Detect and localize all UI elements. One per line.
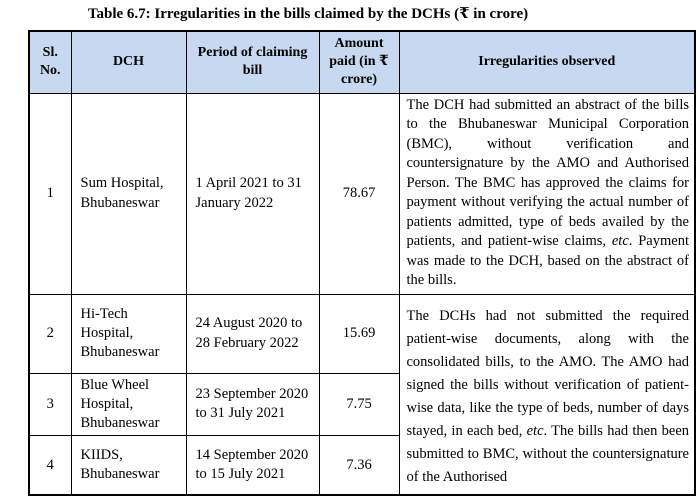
cell-sl-4: 4	[28, 434, 72, 496]
table-row-4: 4 KIIDS, Bhubaneswar 14 September 2020 t…	[28, 434, 695, 496]
cell-dch-1: Sum Hospital, Bhubaneswar	[70, 92, 187, 295]
cell-dch-2: Hi-Tech Hospital, Bhubaneswar	[70, 293, 187, 374]
col-header-irregularities: Irregularities observed	[398, 30, 696, 94]
table-row-3: 3 Blue Wheel Hospital, Bhubaneswar 23 Se…	[28, 372, 695, 436]
table-title: Table 6.7: Irregularities in the bills c…	[87, 6, 529, 22]
cell-amount-1: 78.67	[318, 92, 400, 295]
cell-sl-2: 2	[28, 293, 72, 374]
col-header-sl-no: Sl. No.	[28, 30, 72, 94]
cell-dch-3: Blue Wheel Hospital, Bhubaneswar	[70, 372, 187, 436]
table-row-2: 2 Hi-Tech Hospital, Bhubaneswar 24 Augus…	[28, 293, 696, 496]
cell-period-2: 24 August 2020 to 28 February 2022	[185, 293, 320, 374]
col-header-amount: Amount paid (in ₹ crore)	[318, 30, 400, 94]
cell-amount-4: 7.36	[318, 434, 400, 496]
cell-period-4: 14 September 2020 to 15 July 2021	[185, 434, 320, 496]
cell-amount-2: 15.69	[318, 293, 400, 374]
cell-sl-1: 1	[28, 92, 72, 295]
col-header-dch: DCH	[70, 30, 187, 94]
cell-dch-4: KIIDS, Bhubaneswar	[70, 434, 187, 496]
cell-period-3: 23 September 2020 to 31 July 2021	[185, 372, 320, 436]
table-row-1: 1 Sum Hospital, Bhubaneswar 1 April 2021…	[28, 92, 696, 295]
header-row: Sl. No. DCH Period of claiming bill Amou…	[28, 30, 696, 94]
cell-irregularities-row1: The DCH had submitted an abstract of the…	[398, 92, 696, 295]
cell-amount-3: 7.75	[318, 372, 400, 436]
cell-irregularities-rows2-4: The DCHs had not submitted the required …	[398, 293, 696, 496]
cell-period-1: 1 April 2021 to 31 January 2022	[185, 92, 320, 295]
col-header-period: Period of claiming bill	[185, 30, 320, 94]
cell-sl-3: 3	[28, 372, 72, 436]
irregularities-table: Sl. No. DCH Period of claiming bill Amou…	[28, 30, 696, 497]
